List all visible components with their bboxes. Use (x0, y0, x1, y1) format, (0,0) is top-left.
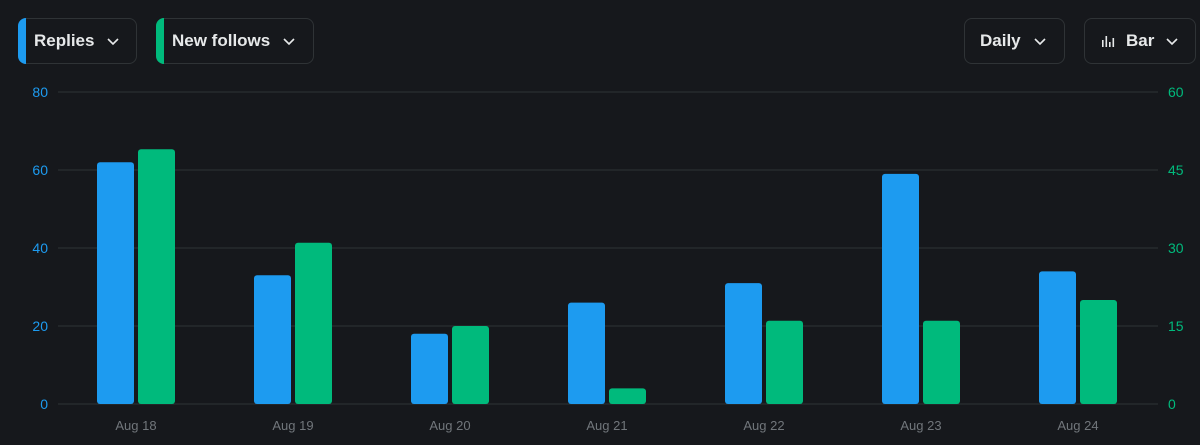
chart-type-selector-label: Bar (1126, 31, 1155, 50)
metric-selector-replies[interactable]: Replies (18, 18, 137, 64)
bar-replies (882, 173, 919, 404)
interval-selector-label: Daily (980, 31, 1021, 50)
bar-replies (254, 275, 291, 404)
right-tick-label: 15 (1168, 318, 1184, 334)
bar-replies (97, 162, 134, 404)
right-tick-label: 0 (1168, 396, 1176, 412)
metric-selector-label: New follows (172, 31, 271, 50)
bar-replies (725, 283, 762, 404)
left-tick-label: 60 (32, 162, 48, 178)
x-tick-label: Aug 21 (586, 418, 627, 433)
chevron-down-icon (283, 38, 295, 46)
bar-replies (1039, 271, 1076, 404)
chevron-down-icon (107, 38, 119, 46)
left-y-axis: 0 20 40 60 80 (32, 84, 48, 412)
left-tick-label: 20 (32, 318, 48, 334)
metric-selector-new-follows[interactable]: New follows (156, 18, 314, 64)
bar-new-follows (138, 149, 175, 404)
x-tick-label: Aug 24 (1057, 418, 1098, 433)
bar-replies (568, 302, 605, 404)
x-tick-label: Aug 22 (743, 418, 784, 433)
right-tick-label: 45 (1168, 162, 1184, 178)
bar-new-follows (1080, 300, 1117, 404)
interval-selector[interactable]: Daily (964, 18, 1065, 64)
new-follows-color-indicator (156, 18, 164, 64)
metric-selector-label: Replies (34, 31, 95, 50)
left-tick-label: 0 (40, 396, 48, 412)
x-tick-label: Aug 19 (272, 418, 313, 433)
bar-new-follows (295, 242, 332, 404)
bar-replies (411, 333, 448, 404)
right-y-axis: 0 15 30 45 60 (1168, 84, 1184, 412)
bar-new-follows (766, 320, 803, 404)
left-tick-label: 40 (32, 240, 48, 256)
chevron-down-icon (1034, 38, 1046, 46)
chart-type-selector[interactable]: Bar (1084, 18, 1196, 64)
bar-new-follows (609, 388, 646, 404)
gridlines (58, 91, 1158, 405)
x-tick-label: Aug 23 (900, 418, 941, 433)
right-tick-label: 60 (1168, 84, 1184, 100)
bar-new-follows (452, 326, 489, 404)
chevron-down-icon (1166, 38, 1178, 46)
bars (97, 149, 1117, 404)
left-tick-label: 80 (32, 84, 48, 100)
right-tick-label: 30 (1168, 240, 1184, 256)
x-tick-label: Aug 20 (429, 418, 470, 433)
replies-color-indicator (18, 18, 26, 64)
x-axis-labels: Aug 18 Aug 19 Aug 20 Aug 21 Aug 22 Aug 23 Aug … (115, 418, 1098, 433)
bar-new-follows (923, 320, 960, 404)
bar-chart-icon (1102, 36, 1115, 47)
x-tick-label: Aug 18 (115, 418, 156, 433)
